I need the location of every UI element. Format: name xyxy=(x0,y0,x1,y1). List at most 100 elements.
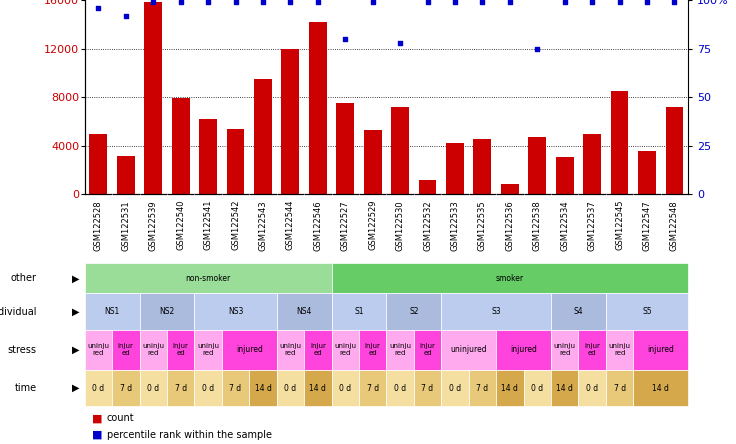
Point xyxy=(285,0,297,5)
Text: 0 d: 0 d xyxy=(284,384,297,392)
Text: GSM122536: GSM122536 xyxy=(506,200,514,251)
Point xyxy=(504,0,516,5)
Text: GSM122539: GSM122539 xyxy=(149,200,158,250)
Text: GSM122544: GSM122544 xyxy=(286,200,295,250)
Text: 7 d: 7 d xyxy=(120,384,132,392)
Bar xyxy=(473,139,492,194)
Text: 14 d: 14 d xyxy=(652,384,669,392)
Bar xyxy=(90,134,107,194)
Point xyxy=(476,0,488,5)
Text: GSM122534: GSM122534 xyxy=(560,200,569,250)
Text: GSM122546: GSM122546 xyxy=(314,200,322,250)
Text: ▶: ▶ xyxy=(72,345,79,355)
Bar xyxy=(638,151,656,194)
Bar xyxy=(171,99,190,194)
Text: S2: S2 xyxy=(409,307,419,316)
Text: GSM122540: GSM122540 xyxy=(176,200,185,250)
Text: uninju
red: uninju red xyxy=(142,343,164,357)
Bar xyxy=(392,107,409,194)
Point xyxy=(312,0,324,5)
Text: time: time xyxy=(15,383,37,393)
Text: ▶: ▶ xyxy=(72,307,79,317)
Text: GSM122532: GSM122532 xyxy=(423,200,432,250)
Text: ▶: ▶ xyxy=(72,274,79,283)
Text: 14 d: 14 d xyxy=(309,384,326,392)
Point xyxy=(230,0,241,5)
Text: injured: injured xyxy=(647,345,674,354)
Text: uninjured: uninjured xyxy=(450,345,487,354)
Text: S5: S5 xyxy=(643,307,652,316)
Text: NS1: NS1 xyxy=(105,307,120,316)
Bar xyxy=(281,49,300,194)
Point xyxy=(587,0,598,5)
Text: individual: individual xyxy=(0,307,37,317)
Text: 0 d: 0 d xyxy=(449,384,461,392)
Text: uninju
red: uninju red xyxy=(553,343,576,357)
Text: 14 d: 14 d xyxy=(255,384,272,392)
Point xyxy=(93,4,105,12)
Text: injur
ed: injur ed xyxy=(365,343,381,357)
Text: 0 d: 0 d xyxy=(202,384,214,392)
Text: GSM122548: GSM122548 xyxy=(670,200,679,250)
Text: uninju
red: uninju red xyxy=(389,343,411,357)
Text: 7 d: 7 d xyxy=(614,384,626,392)
Text: GSM122529: GSM122529 xyxy=(368,200,377,250)
Text: stress: stress xyxy=(8,345,37,355)
Text: GSM122547: GSM122547 xyxy=(643,200,651,250)
Text: smoker: smoker xyxy=(496,274,524,283)
Text: 0 d: 0 d xyxy=(586,384,598,392)
Text: injured: injured xyxy=(236,345,263,354)
Text: uninju
red: uninju red xyxy=(88,343,110,357)
Text: GSM122538: GSM122538 xyxy=(533,200,542,251)
Point xyxy=(559,0,570,5)
Text: injur
ed: injur ed xyxy=(584,343,600,357)
Bar xyxy=(665,107,683,194)
Point xyxy=(257,0,269,5)
Point xyxy=(367,0,378,5)
Text: NS2: NS2 xyxy=(159,307,174,316)
Text: injur
ed: injur ed xyxy=(173,343,188,357)
Text: GSM122541: GSM122541 xyxy=(204,200,213,250)
Text: 0 d: 0 d xyxy=(394,384,406,392)
Point xyxy=(394,39,406,46)
Bar xyxy=(227,129,244,194)
Text: 14 d: 14 d xyxy=(556,384,573,392)
Bar xyxy=(309,22,327,194)
Text: S4: S4 xyxy=(573,307,583,316)
Text: GSM122527: GSM122527 xyxy=(341,200,350,250)
Bar xyxy=(254,79,272,194)
Text: NS3: NS3 xyxy=(228,307,243,316)
Point xyxy=(202,0,214,5)
Text: 14 d: 14 d xyxy=(501,384,518,392)
Point xyxy=(614,0,626,5)
Point xyxy=(641,0,653,5)
Text: other: other xyxy=(11,274,37,283)
Text: 7 d: 7 d xyxy=(230,384,241,392)
Point xyxy=(120,12,132,19)
Text: uninju
red: uninju red xyxy=(197,343,219,357)
Point xyxy=(174,0,186,5)
Text: injur
ed: injur ed xyxy=(420,343,436,357)
Text: injur
ed: injur ed xyxy=(310,343,326,357)
Text: 7 d: 7 d xyxy=(422,384,434,392)
Text: 7 d: 7 d xyxy=(476,384,489,392)
Point xyxy=(668,0,680,5)
Text: 7 d: 7 d xyxy=(367,384,379,392)
Text: 0 d: 0 d xyxy=(531,384,543,392)
Text: GSM122542: GSM122542 xyxy=(231,200,240,250)
Text: ■: ■ xyxy=(92,413,102,423)
Bar xyxy=(556,157,573,194)
Text: GSM122545: GSM122545 xyxy=(615,200,624,250)
Text: ▶: ▶ xyxy=(72,383,79,393)
Bar xyxy=(144,2,162,194)
Text: GSM122530: GSM122530 xyxy=(396,200,405,250)
Bar xyxy=(117,155,135,194)
Bar xyxy=(419,180,436,194)
Text: uninju
red: uninju red xyxy=(280,343,301,357)
Text: GSM122531: GSM122531 xyxy=(121,200,130,250)
Point xyxy=(531,45,543,52)
Text: uninju
red: uninju red xyxy=(334,343,356,357)
Text: GSM122543: GSM122543 xyxy=(258,200,267,250)
Text: ■: ■ xyxy=(92,429,102,440)
Bar xyxy=(528,137,546,194)
